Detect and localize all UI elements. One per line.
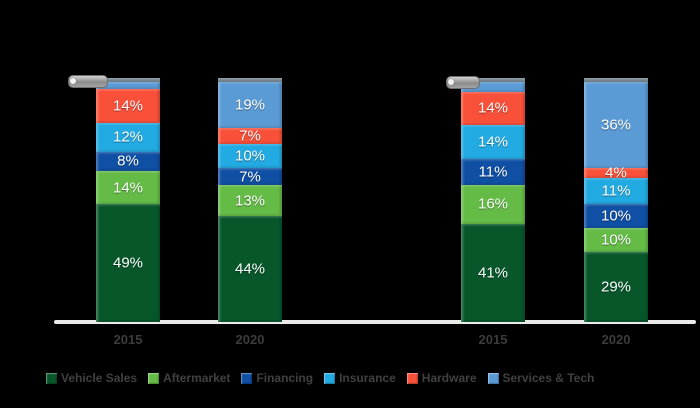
segment-value-label: 11% xyxy=(601,182,631,200)
legend-label: Hardware xyxy=(421,371,477,385)
legend-item-insurance: Insurance xyxy=(324,371,396,385)
segment-vehicle-sales: 29% xyxy=(584,252,648,322)
legend-item-vehicle-sales: Vehicle Sales xyxy=(46,371,137,385)
segment-value-label: 16% xyxy=(477,195,509,213)
segment-hardware: 4% xyxy=(584,164,648,182)
x-axis-tick-label: 2015 xyxy=(478,332,508,347)
bar-top-cap xyxy=(584,78,648,83)
segment-hardware: 14% xyxy=(461,91,525,126)
legend-label: Financing xyxy=(256,371,314,385)
segment-value-label: 14% xyxy=(477,133,509,151)
segment-aftermarket: 13% xyxy=(218,185,282,217)
legend-swatch-icon xyxy=(406,372,418,384)
segment-insurance: 12% xyxy=(96,122,160,152)
segment-value-label: 14% xyxy=(112,179,144,197)
segment-insurance: 11% xyxy=(584,178,648,205)
legend-item-aftermarket: Aftermarket xyxy=(148,371,230,385)
segment-value-label: 41% xyxy=(477,264,509,282)
segment-financing: 10% xyxy=(584,204,648,229)
segment-value-label: 7% xyxy=(239,168,261,186)
segment-value-label: 8% xyxy=(117,152,139,170)
legend-label: Services & Tech xyxy=(502,371,595,385)
segment-hardware: 14% xyxy=(96,89,160,123)
segment-value-label: 14% xyxy=(112,97,144,115)
segment-value-label: 29% xyxy=(600,278,632,296)
callout-arrow-icon xyxy=(68,75,108,88)
legend-item-services-tech: Services & Tech xyxy=(487,371,595,385)
segment-value-label: 14% xyxy=(477,99,509,117)
segment-value-label: 7% xyxy=(239,127,261,145)
x-axis-tick-label: 2020 xyxy=(235,332,265,347)
segment-vehicle-sales: 49% xyxy=(96,204,160,322)
x-axis-tick-label: 2020 xyxy=(601,332,631,347)
segment-value-label: 49% xyxy=(112,254,144,272)
stacked-bar-2020-4: 29% 10% 10% 11% 4% 36% xyxy=(584,78,648,322)
segment-value-label: 12% xyxy=(112,128,144,146)
segment-hardware: 7% xyxy=(218,127,282,145)
segment-value-label: 13% xyxy=(234,192,266,210)
segment-services-tech: 36% xyxy=(584,82,648,169)
segment-value-label: 10% xyxy=(234,147,266,165)
segment-services-tech xyxy=(96,82,160,90)
segment-value-label: 10% xyxy=(600,231,632,249)
bar-top-cap xyxy=(96,78,160,83)
bar-top-cap xyxy=(461,78,525,83)
x-axis-tick-label: 2015 xyxy=(113,332,143,347)
legend-label: Aftermarket xyxy=(163,371,231,385)
segment-services-tech xyxy=(461,82,525,92)
segment-value-label: 4% xyxy=(605,164,627,182)
segment-financing: 8% xyxy=(96,151,160,171)
legend-item-hardware: Hardware xyxy=(406,371,477,385)
segment-vehicle-sales: 41% xyxy=(461,223,525,322)
segment-aftermarket: 14% xyxy=(96,170,160,205)
legend-swatch-icon xyxy=(241,372,253,384)
segment-aftermarket: 16% xyxy=(461,185,525,224)
stacked-bar-2020-2: 44% 13% 7% 10% 7% 19% xyxy=(218,78,282,322)
segment-financing: 7% xyxy=(218,168,282,186)
legend-label: Insurance xyxy=(339,371,396,385)
legend-swatch-icon xyxy=(324,372,336,384)
segment-services-tech: 19% xyxy=(218,82,282,128)
segment-insurance: 14% xyxy=(461,125,525,159)
stacked-bar-2015-1: 49% 14% 8% 12% 14% xyxy=(96,78,160,322)
segment-value-label: 36% xyxy=(600,116,632,134)
legend-swatch-icon xyxy=(148,372,160,384)
stacked-bar-2015-3: 41% 16% 11% 14% 14% xyxy=(461,78,525,322)
segment-aftermarket: 10% xyxy=(584,228,648,253)
legend-label: Vehicle Sales xyxy=(61,371,138,385)
legend-item-financing: Financing xyxy=(241,371,313,385)
bar-top-cap xyxy=(218,78,282,83)
segment-vehicle-sales: 44% xyxy=(218,216,282,322)
legend-swatch-icon xyxy=(487,372,499,384)
callout-arrow-icon xyxy=(446,76,480,89)
chart-legend: Vehicle Sales Aftermarket Financing Insuran… xyxy=(46,371,594,385)
segment-value-label: 44% xyxy=(234,260,266,278)
segment-value-label: 10% xyxy=(600,207,632,225)
segment-value-label: 11% xyxy=(478,163,508,181)
segment-financing: 11% xyxy=(461,158,525,186)
x-axis-line xyxy=(54,320,696,324)
segment-value-label: 19% xyxy=(234,96,266,114)
legend-swatch-icon xyxy=(46,372,57,384)
segment-insurance: 10% xyxy=(218,144,282,169)
